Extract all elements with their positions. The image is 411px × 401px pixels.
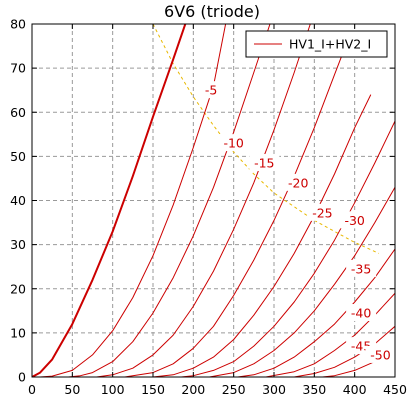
series-line-grid-0 xyxy=(32,24,187,377)
curve-label-bg xyxy=(346,259,377,277)
series-line-grid-30 xyxy=(181,120,395,377)
curve-label: -30 xyxy=(344,213,364,228)
curve-label: -20 xyxy=(288,175,308,190)
x-tick-label: 300 xyxy=(262,382,286,397)
y-tick-label: 20 xyxy=(10,281,26,296)
series-layer xyxy=(32,24,395,377)
grid-lines xyxy=(32,24,395,377)
chart-title: 6V6 (triode) xyxy=(164,2,260,21)
x-tick-label: 400 xyxy=(343,382,367,397)
y-tick-label: 0 xyxy=(18,370,26,385)
series-line-grid-50 xyxy=(294,325,395,377)
x-tick-label: 0 xyxy=(28,382,36,397)
curve-label: -25 xyxy=(312,205,332,220)
x-tick-label: 200 xyxy=(181,382,205,397)
x-tick-label: 50 xyxy=(64,382,80,397)
x-tick-label: 100 xyxy=(101,382,125,397)
curve-label-bg xyxy=(249,153,280,171)
y-tick-label: 30 xyxy=(10,237,26,252)
legend-label: HV1_I+HV2_I xyxy=(289,37,371,52)
x-tick-label: 350 xyxy=(302,382,326,397)
curve-label-bg xyxy=(200,81,223,99)
curve-label-bg xyxy=(346,304,377,322)
series-line-grid-10 xyxy=(68,24,271,377)
curve-label: -5 xyxy=(205,83,217,98)
axis-ticks: 0 50 100 150 200 250 300 350 400 450 0 10 20 30 40 50 60… xyxy=(10,17,407,398)
series-line-grid-25 xyxy=(152,94,372,377)
x-tick-label: 450 xyxy=(383,382,407,397)
curve-label: -35 xyxy=(351,261,371,276)
series-line-grid-40 xyxy=(237,248,395,377)
curve-label-bg xyxy=(365,345,396,363)
series-line-grid-5 xyxy=(40,24,227,377)
y-tick-label: 40 xyxy=(10,193,26,208)
curve-labels: -5-10-15-20-25-30-35-40-45-50 xyxy=(200,81,396,363)
curve-label-bg xyxy=(339,211,370,229)
curve-label-bg xyxy=(283,173,314,191)
curve-label: -50 xyxy=(370,347,390,362)
curve-label: -15 xyxy=(254,155,274,170)
curve-label: -40 xyxy=(351,306,371,321)
x-tick-label: 150 xyxy=(141,382,165,397)
y-tick-label: 70 xyxy=(10,61,26,76)
x-tick-label: 250 xyxy=(222,382,246,397)
curve-label: -10 xyxy=(223,136,243,151)
y-tick-label: 10 xyxy=(10,325,26,340)
curve-label-bg xyxy=(218,134,249,152)
series-line-grid-15 xyxy=(96,24,311,377)
y-tick-label: 50 xyxy=(10,149,26,164)
curve-label-bg xyxy=(307,203,338,221)
series-line-grid-20 xyxy=(124,32,352,377)
series-line-grid-35 xyxy=(209,187,395,377)
y-tick-label: 80 xyxy=(10,17,26,32)
legend: HV1_I+HV2_I xyxy=(245,30,388,58)
y-tick-label: 60 xyxy=(10,105,26,120)
